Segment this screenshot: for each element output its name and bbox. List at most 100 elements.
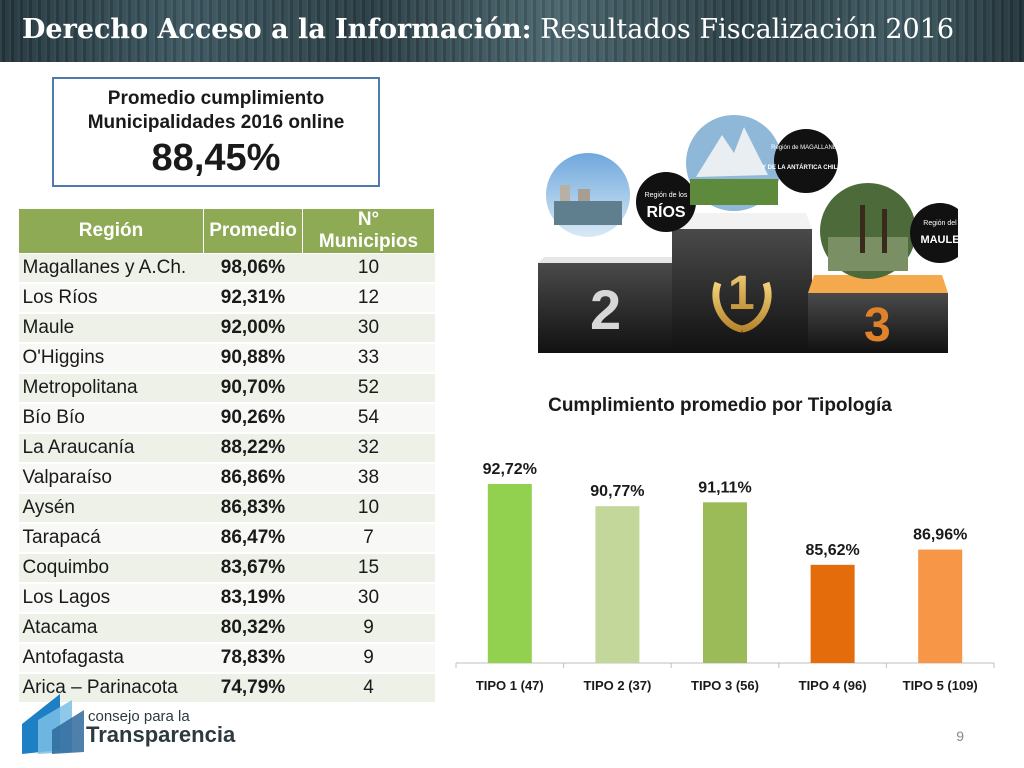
kpi-label: Promedio cumplimiento Municipalidades 20…	[87, 88, 345, 133]
cell-municipios: 30	[302, 313, 435, 344]
table-row: Atacama 80,32% 9	[18, 613, 435, 644]
title-rest: Resultados Fiscalización 2016	[540, 14, 955, 45]
cell-region: Antofagasta	[18, 643, 204, 674]
badge-maule: Región del MAULE	[910, 203, 958, 263]
cell-region: O'Higgins	[18, 343, 204, 374]
chart-title: Cumplimiento promedio por Tipología	[548, 395, 892, 416]
table-body: Magallanes y A.Ch. 98,06% 10 Los Ríos 92,31%…	[18, 253, 435, 704]
cell-promedio: 98,06%	[203, 253, 303, 284]
bar-1	[487, 483, 532, 663]
table-row: Los Lagos 83,19% 30	[18, 583, 435, 614]
podium-number-1: 1	[728, 267, 755, 320]
cell-promedio: 86,47%	[203, 523, 303, 554]
cell-municipios: 38	[302, 463, 435, 494]
logo-mark	[22, 694, 84, 754]
cell-municipios: 9	[302, 643, 435, 674]
cell-municipios: 52	[302, 373, 435, 404]
tipologia-bar-chart: 92,72% TIPO 1 (47) 90,77% TIPO 2 (37) 91,11%…	[455, 461, 995, 693]
table-row: O'Higgins 90,88% 33	[18, 343, 435, 374]
cell-municipios: 10	[302, 253, 435, 284]
table-row: Coquimbo 83,67% 15	[18, 553, 435, 584]
cell-region: Valparaíso	[18, 463, 204, 494]
cell-promedio: 90,88%	[203, 343, 303, 374]
cell-promedio: 88,22%	[203, 433, 303, 464]
badge-maule-bottom: MAULE	[920, 234, 958, 246]
table-row: Los Ríos 92,31% 12	[18, 283, 435, 314]
table-row: Maule 92,00% 30	[18, 313, 435, 344]
cell-region: Bío Bío	[18, 403, 204, 434]
podium-step-1: 1	[672, 213, 812, 353]
data-label-1: 92,72%	[483, 461, 537, 478]
podium-step-3: 3	[808, 275, 948, 353]
table-row: Arica – Parinacota 74,79% 4	[18, 673, 435, 704]
table-row: La Araucanía 88,22% 32	[18, 433, 435, 464]
bar-3	[703, 502, 747, 663]
badge-los-rios: Región de los RÍOS	[636, 172, 696, 232]
cell-region: Tarapacá	[18, 523, 204, 554]
cell-promedio: 74,79%	[203, 673, 303, 704]
category-label-1: TIPO 1 (47)	[476, 678, 544, 693]
cell-municipios: 33	[302, 343, 435, 374]
cell-municipios: 54	[302, 403, 435, 434]
cell-region: Arica – Parinacota	[18, 673, 204, 704]
cell-municipios: 15	[302, 553, 435, 584]
data-label-5: 86,96%	[913, 527, 967, 544]
cell-region: Atacama	[18, 613, 204, 644]
data-label-2: 90,77%	[590, 483, 644, 500]
header-promedio: Promedio	[203, 208, 303, 254]
cell-region: Metropolitana	[18, 373, 204, 404]
cell-promedio: 86,83%	[203, 493, 303, 524]
category-label-3: TIPO 3 (56)	[691, 678, 759, 693]
cell-promedio: 83,19%	[203, 583, 303, 614]
bar-4	[810, 564, 855, 663]
header-banner: Derecho Acceso a la Información: Resulta…	[0, 0, 1024, 62]
podium-number-3: 3	[864, 299, 891, 352]
kpi-box: Promedio cumplimiento Municipalidades 20…	[52, 77, 380, 187]
kpi-value: 88,45%	[151, 137, 281, 179]
photo-los-rios	[546, 153, 630, 237]
cell-municipios: 10	[302, 493, 435, 524]
title-bold: Derecho Acceso a la Información:	[22, 14, 532, 45]
page-title: Derecho Acceso a la Información: Resulta…	[22, 14, 954, 45]
cell-promedio: 92,31%	[203, 283, 303, 314]
table-row: Magallanes y A.Ch. 98,06% 10	[18, 253, 435, 284]
bar-2	[595, 506, 640, 663]
category-label-4: TIPO 4 (96)	[799, 678, 867, 693]
table-row: Metropolitana 90,70% 52	[18, 373, 435, 404]
cell-promedio: 92,00%	[203, 313, 303, 344]
cell-promedio: 90,26%	[203, 403, 303, 434]
podium-number-2: 2	[590, 278, 621, 341]
badge-magallanes-bottom: Y DE LA ANTÁRTICA CHILENA	[762, 164, 851, 171]
data-label-4: 85,62%	[805, 542, 859, 559]
table-row: Aysén 86,83% 10	[18, 493, 435, 524]
data-label-3: 91,11%	[698, 479, 751, 496]
page-number: 9	[956, 728, 964, 744]
cell-promedio: 90,70%	[203, 373, 303, 404]
badge-magallanes-top: Región de MAGALLANES	[771, 145, 841, 151]
cell-municipios: 30	[302, 583, 435, 614]
cell-region: Magallanes y A.Ch.	[18, 253, 204, 284]
photo-magallanes	[686, 115, 782, 211]
cell-promedio: 86,86%	[203, 463, 303, 494]
bar-5	[918, 549, 963, 663]
logo-text-line2: Transparencia	[86, 722, 236, 747]
region-table: Región Promedio N° Municipios Magallanes…	[18, 208, 435, 704]
photo-maule	[820, 183, 916, 279]
cell-municipios: 7	[302, 523, 435, 554]
table-row: Tarapacá 86,47% 7	[18, 523, 435, 554]
cell-promedio: 80,32%	[203, 613, 303, 644]
cell-region: Aysén	[18, 493, 204, 524]
badge-maule-top: Región del	[923, 220, 957, 227]
table-row: Bío Bío 90,26% 54	[18, 403, 435, 434]
cell-region: Los Ríos	[18, 283, 204, 314]
table-row: Valparaíso 86,86% 38	[18, 463, 435, 494]
category-label-2: TIPO 2 (37)	[583, 678, 651, 693]
header-region: Región	[18, 208, 204, 254]
cell-region: Coquimbo	[18, 553, 204, 584]
logo-text-line1: consejo para la	[88, 708, 190, 725]
cell-municipios: 4	[302, 673, 435, 704]
cell-municipios: 9	[302, 613, 435, 644]
cell-region: Los Lagos	[18, 583, 204, 614]
podium-step-2: 2	[538, 257, 676, 353]
badge-los-rios-top: Región de los	[645, 192, 688, 199]
